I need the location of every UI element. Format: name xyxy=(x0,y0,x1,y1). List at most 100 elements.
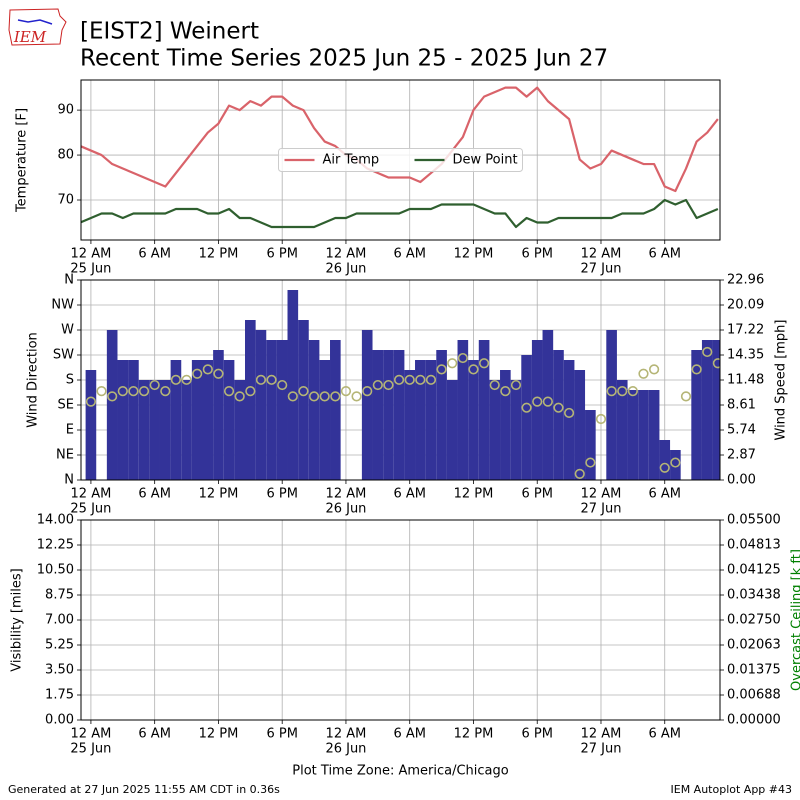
x-tick-label: 12 PM xyxy=(199,247,239,262)
point xyxy=(298,386,309,397)
bar xyxy=(574,370,586,480)
y-tick-label: SW xyxy=(53,348,74,363)
y-tick-label: NE xyxy=(56,448,74,463)
bar xyxy=(383,350,394,480)
bar xyxy=(553,350,564,480)
point xyxy=(202,364,213,375)
bar xyxy=(117,360,129,480)
y-axis-label: Visibility [miles] xyxy=(10,568,25,671)
x-tick-label: 12 PM xyxy=(454,487,494,502)
x-date-label: 25 Jun xyxy=(70,502,111,517)
panel: 12 AM 6 AM 12 PM 6 PM 12 AM 6 AM 12 PM 6 PM 12 A… xyxy=(10,513,800,779)
y-tick-label: 0.00 xyxy=(45,713,74,728)
point xyxy=(447,358,458,369)
y-tick-label: N xyxy=(64,473,74,488)
x-tick-label: 12 AM xyxy=(581,247,622,262)
bar xyxy=(319,360,331,480)
x-date-label: 26 Jun xyxy=(325,502,366,517)
x-tick-label: 12 PM xyxy=(454,247,494,262)
bar xyxy=(276,340,288,480)
y2-tick-label: 0.01375 xyxy=(727,663,781,678)
point xyxy=(128,386,139,397)
y2-tick-label: 22.96 xyxy=(727,273,764,288)
y-tick-label: SE xyxy=(58,398,74,413)
bar xyxy=(691,350,702,480)
point xyxy=(404,374,415,385)
y2-tick-label: 0.00 xyxy=(727,473,756,488)
bar xyxy=(627,390,639,480)
x-tick-label: 6 PM xyxy=(521,247,552,262)
point xyxy=(574,468,585,480)
bar xyxy=(563,360,575,480)
point xyxy=(308,391,320,402)
logo-outline xyxy=(8,8,67,46)
bar xyxy=(457,340,469,480)
y2-axis-label: Overcast Ceiling [k ft] xyxy=(790,549,800,691)
point xyxy=(192,368,203,379)
x-tick-label: 6 PM xyxy=(266,247,297,262)
point xyxy=(670,457,681,468)
point xyxy=(638,368,649,379)
x-tick-label: 6 AM xyxy=(138,487,171,502)
x-date-label: 26 Jun xyxy=(325,262,366,277)
point xyxy=(393,374,405,385)
point xyxy=(287,391,298,402)
bar xyxy=(149,380,160,480)
legend: Air Temp Dew Point xyxy=(278,148,523,172)
point xyxy=(96,386,107,397)
point xyxy=(553,402,564,413)
point xyxy=(478,358,490,369)
bar xyxy=(202,360,214,480)
x-date-label: 26 Jun xyxy=(325,742,366,757)
point xyxy=(457,352,468,364)
bar xyxy=(585,410,596,480)
y-tick-label: 1.75 xyxy=(45,688,74,703)
point xyxy=(521,402,532,413)
point xyxy=(425,374,437,385)
point xyxy=(138,386,150,397)
y2-tick-label: 17.22 xyxy=(727,323,764,338)
point xyxy=(245,386,256,397)
legend-box xyxy=(278,148,523,172)
point xyxy=(372,379,383,391)
point xyxy=(606,386,617,397)
point xyxy=(532,396,543,407)
panel: 12 AM 6 AM 12 PM 6 PM 12 AM 6 AM 12 PM 6 PM 12 A… xyxy=(26,273,789,517)
y2-tick-label: 2.87 xyxy=(727,448,756,463)
x-tick-label: 6 AM xyxy=(393,247,426,262)
point xyxy=(330,391,341,402)
point xyxy=(510,379,522,391)
bar xyxy=(393,350,405,480)
y-tick-label: E xyxy=(66,423,74,438)
point xyxy=(266,374,277,385)
point xyxy=(468,364,479,375)
bar xyxy=(648,390,660,480)
x-tick-label: 6 AM xyxy=(648,247,681,262)
bar xyxy=(531,340,543,480)
point xyxy=(617,386,628,397)
bar xyxy=(266,340,277,480)
title: [EIST2] Weinert xyxy=(80,19,259,45)
point xyxy=(234,391,245,402)
y-tick-label: NW xyxy=(51,298,74,313)
bar xyxy=(181,380,192,480)
bar xyxy=(415,360,426,480)
legend-label: Air Temp xyxy=(323,153,380,168)
point xyxy=(585,457,596,468)
bar xyxy=(223,360,235,480)
y-tick-label: N xyxy=(64,273,74,288)
bar xyxy=(521,355,532,480)
point xyxy=(436,364,447,375)
bar xyxy=(255,330,267,480)
bar xyxy=(159,380,171,480)
bar xyxy=(436,350,447,480)
bar xyxy=(361,330,373,480)
bar xyxy=(245,320,256,480)
bar xyxy=(404,370,416,480)
bar xyxy=(489,380,501,480)
y-tick-label: 14.00 xyxy=(37,513,74,528)
bar xyxy=(170,360,182,480)
point xyxy=(500,386,511,397)
y-tick-label: 3.50 xyxy=(45,663,74,678)
point xyxy=(117,386,128,397)
